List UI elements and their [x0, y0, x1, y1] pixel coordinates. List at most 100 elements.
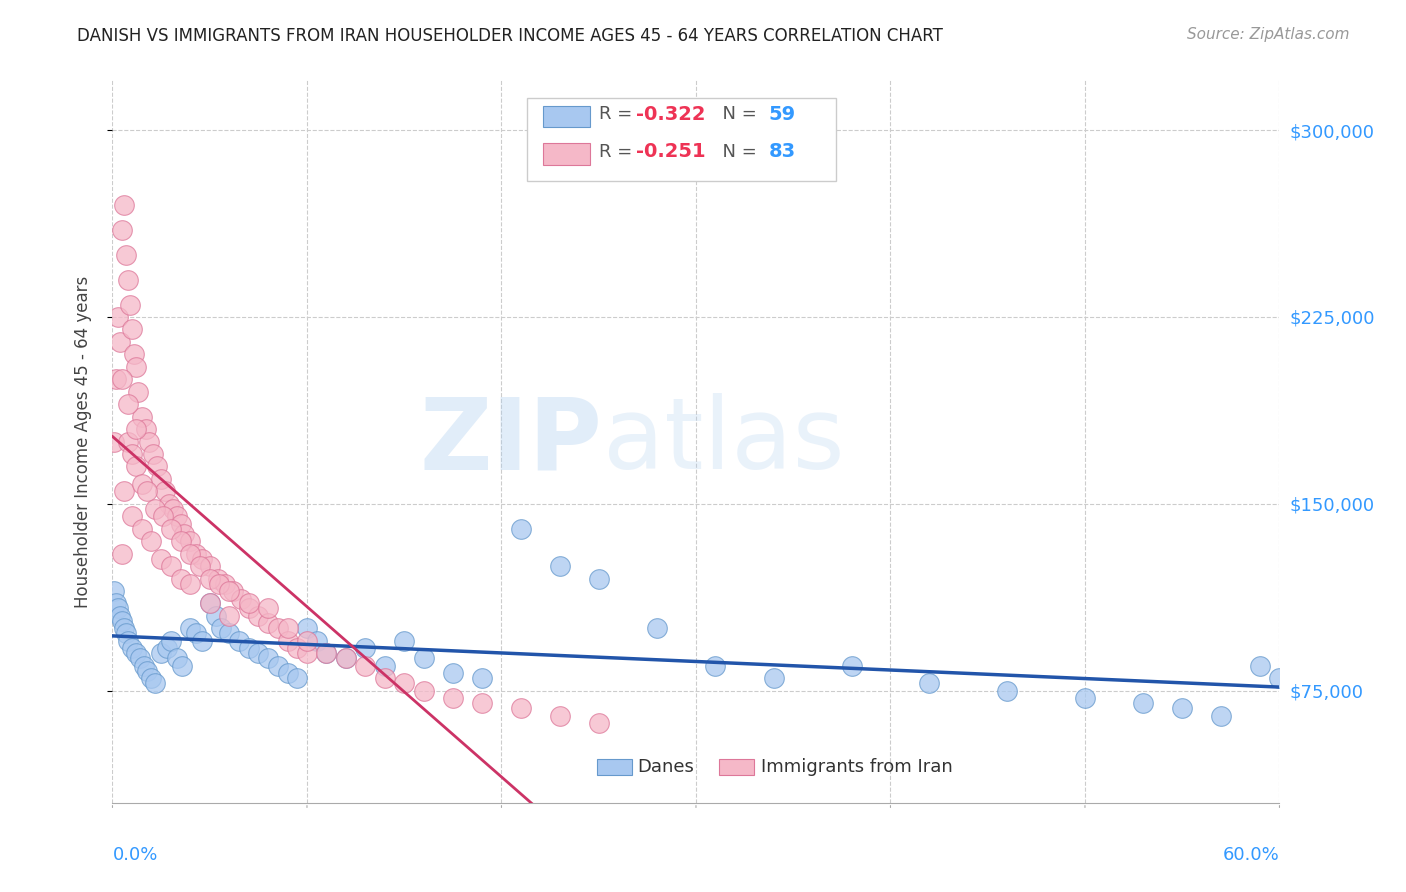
Point: [118, 297, 141, 311]
Point: [125, 359, 148, 374]
Point: [1132, 696, 1154, 710]
Point: [188, 559, 211, 574]
Point: [1171, 701, 1194, 715]
Point: [374, 658, 396, 673]
Point: [374, 671, 396, 685]
FancyBboxPatch shape: [543, 143, 589, 165]
Point: [136, 484, 159, 499]
Point: [128, 651, 150, 665]
Point: [335, 651, 357, 665]
Point: [588, 716, 610, 731]
FancyBboxPatch shape: [720, 759, 755, 775]
Point: [125, 459, 148, 474]
Point: [150, 646, 173, 660]
Point: [247, 646, 270, 660]
Point: [335, 651, 357, 665]
Point: [198, 572, 221, 586]
Point: [509, 701, 531, 715]
Point: [471, 671, 494, 685]
Point: [209, 621, 232, 635]
Text: Danes: Danes: [638, 758, 695, 776]
FancyBboxPatch shape: [527, 98, 837, 181]
Point: [354, 658, 377, 673]
Point: [150, 551, 173, 566]
Point: [204, 609, 226, 624]
Point: [131, 522, 153, 536]
Point: [166, 509, 188, 524]
Point: [169, 516, 191, 531]
Point: [218, 626, 240, 640]
Text: R =: R =: [599, 143, 638, 161]
Text: N =: N =: [711, 105, 762, 123]
Text: 0.0%: 0.0%: [112, 847, 157, 864]
Point: [276, 621, 298, 635]
Point: [173, 526, 195, 541]
Point: [179, 547, 201, 561]
Point: [107, 310, 129, 324]
Point: [131, 409, 153, 424]
Text: -0.251: -0.251: [637, 143, 706, 161]
Point: [143, 676, 166, 690]
Point: [191, 551, 214, 566]
Point: [295, 646, 318, 660]
Point: [112, 621, 135, 635]
Point: [214, 576, 236, 591]
Point: [285, 671, 308, 685]
Point: [267, 658, 290, 673]
Point: [103, 584, 125, 599]
Point: [229, 591, 252, 606]
Text: 60.0%: 60.0%: [1223, 847, 1279, 864]
Point: [841, 658, 863, 673]
Point: [121, 447, 143, 461]
Point: [315, 646, 337, 660]
Point: [394, 633, 416, 648]
Point: [110, 334, 132, 349]
Text: ZIP: ZIP: [420, 393, 603, 490]
Point: [238, 597, 260, 611]
Point: [169, 572, 191, 586]
Point: [1074, 691, 1097, 706]
Text: atlas: atlas: [603, 393, 844, 490]
Point: [276, 633, 298, 648]
Point: [125, 422, 148, 436]
Text: Source: ZipAtlas.com: Source: ZipAtlas.com: [1187, 27, 1350, 42]
Point: [267, 621, 290, 635]
Point: [166, 651, 188, 665]
Point: [1249, 658, 1271, 673]
Point: [150, 472, 173, 486]
Point: [117, 633, 139, 648]
Point: [394, 676, 416, 690]
Point: [146, 459, 169, 474]
Point: [548, 708, 571, 723]
FancyBboxPatch shape: [596, 759, 631, 775]
Point: [135, 422, 157, 436]
Point: [121, 509, 143, 524]
Point: [115, 626, 138, 640]
Point: [136, 664, 159, 678]
Point: [285, 641, 308, 656]
Point: [1268, 671, 1291, 685]
Point: [184, 626, 207, 640]
Point: [208, 576, 231, 591]
Point: [127, 384, 149, 399]
Point: [132, 658, 155, 673]
Point: [315, 646, 337, 660]
Point: [257, 616, 280, 631]
Point: [131, 476, 153, 491]
Text: N =: N =: [711, 143, 762, 161]
Point: [157, 497, 180, 511]
Point: [152, 509, 174, 524]
Point: [471, 696, 494, 710]
Point: [257, 601, 280, 615]
Point: [172, 658, 194, 673]
Point: [645, 621, 668, 635]
Point: [162, 501, 184, 516]
Point: [198, 597, 221, 611]
Point: [160, 633, 183, 648]
Text: DANISH VS IMMIGRANTS FROM IRAN HOUSEHOLDER INCOME AGES 45 - 64 YEARS CORRELATION: DANISH VS IMMIGRANTS FROM IRAN HOUSEHOLD…: [77, 27, 943, 45]
Point: [111, 547, 134, 561]
Point: [156, 641, 179, 656]
Point: [276, 666, 298, 681]
Point: [441, 666, 464, 681]
Point: [704, 658, 727, 673]
